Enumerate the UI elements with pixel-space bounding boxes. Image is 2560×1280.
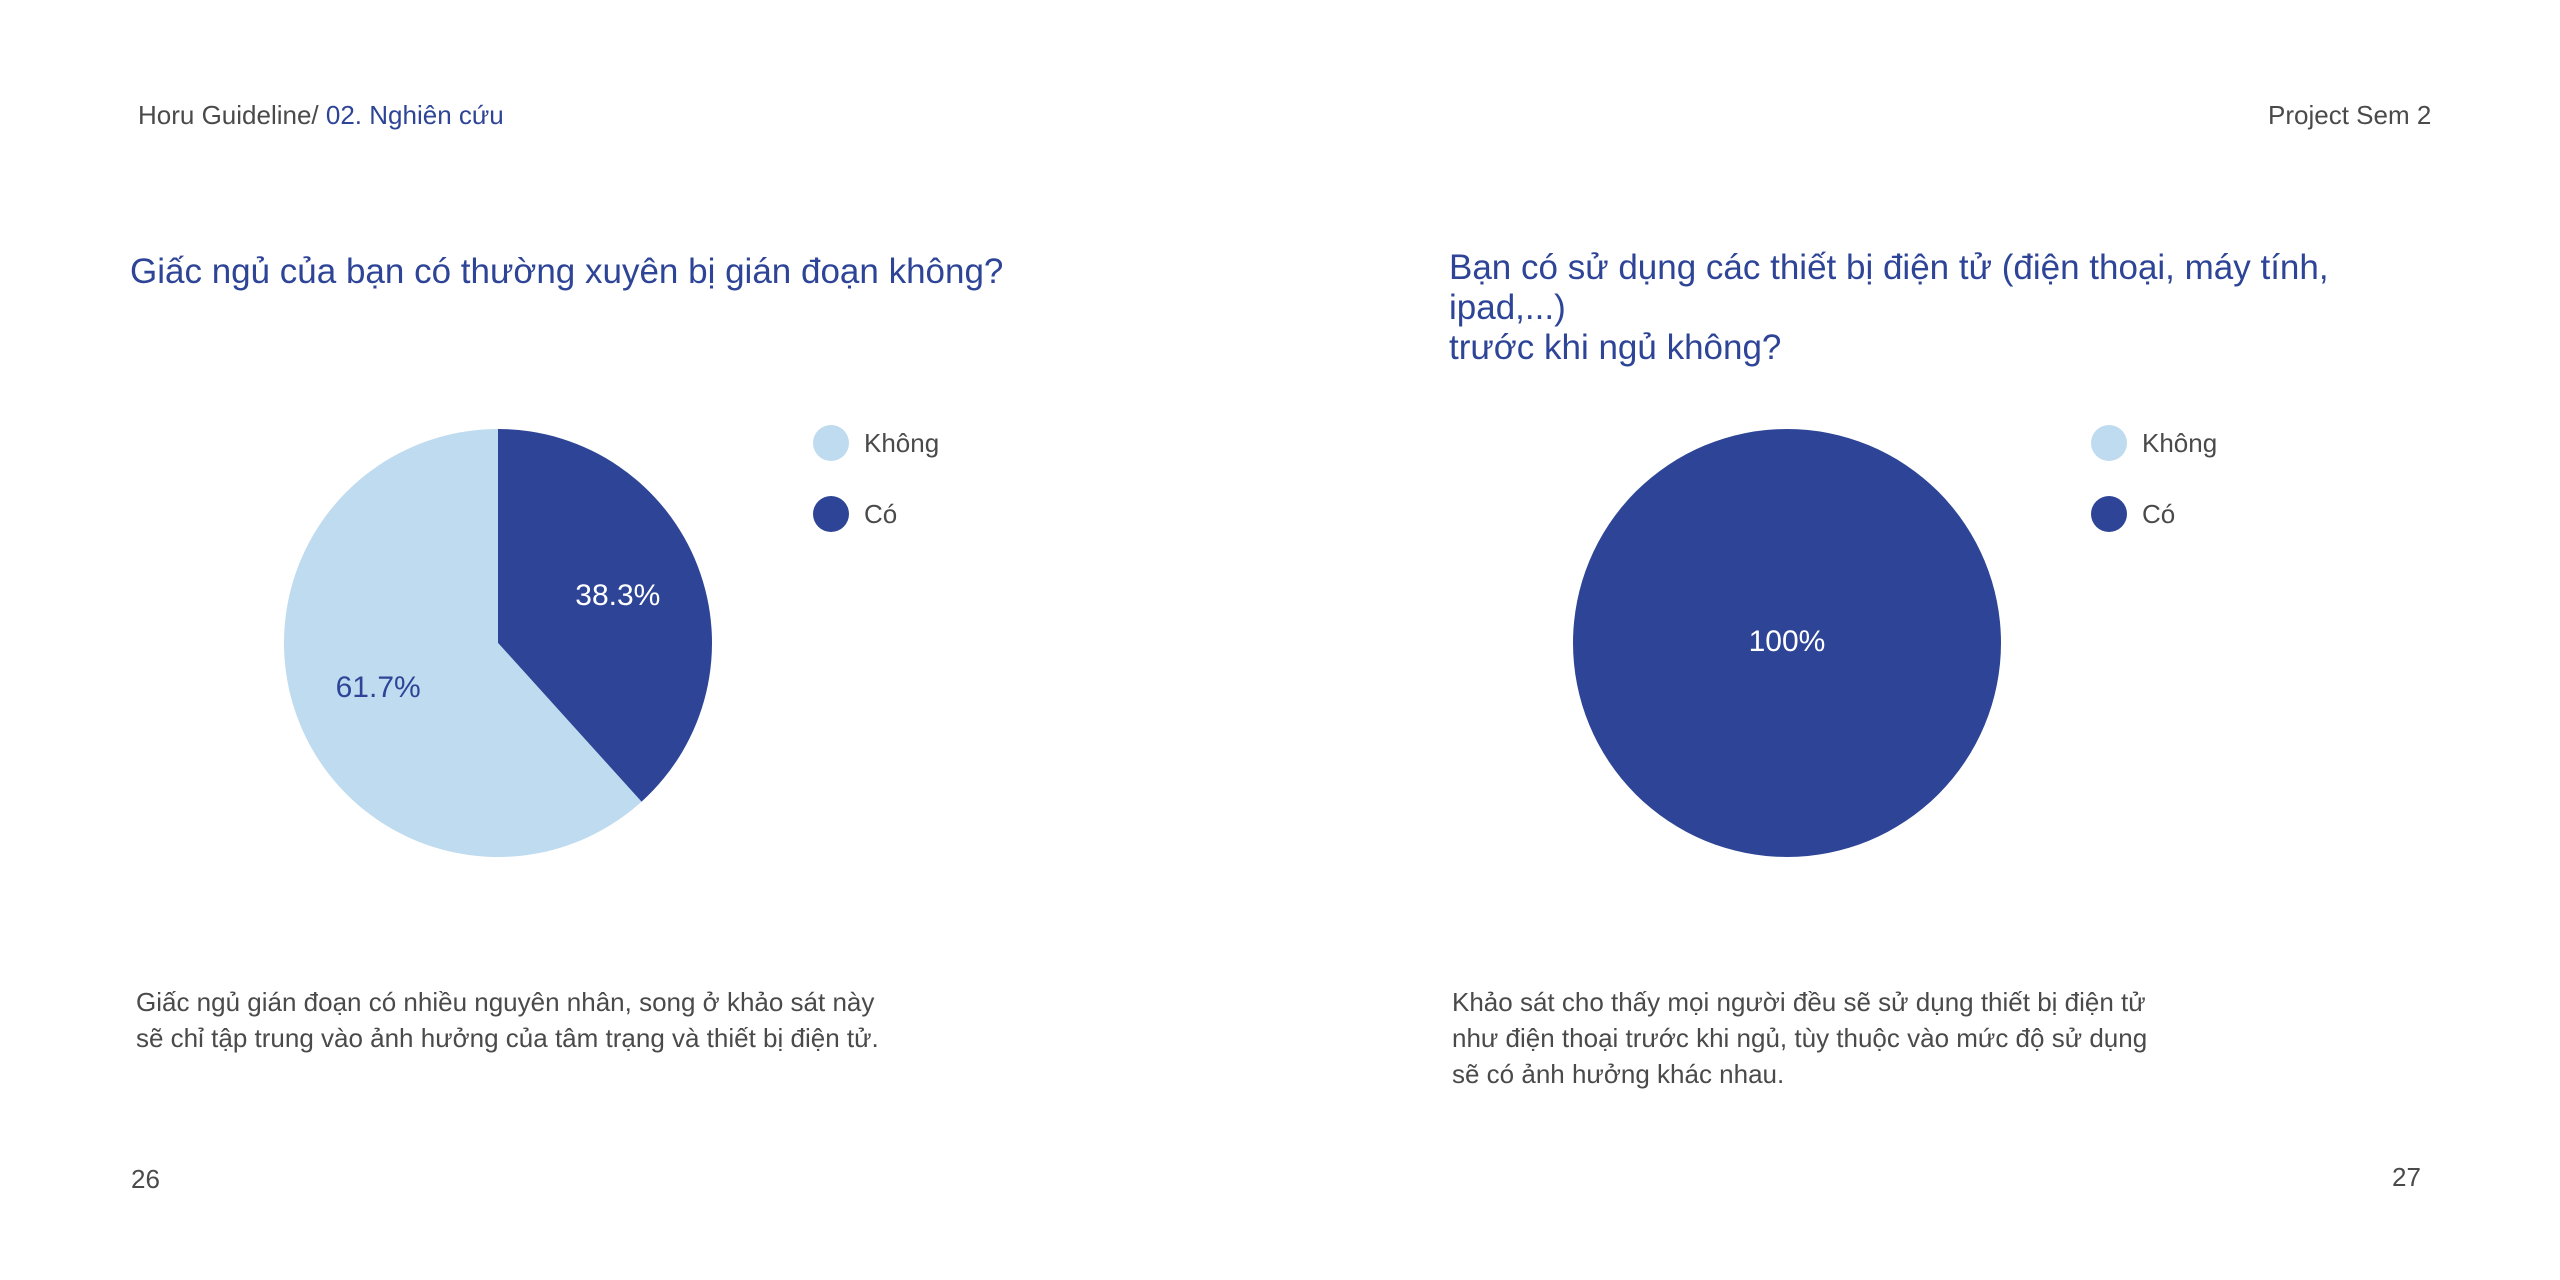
right-question-title: Bạn có sử dụng các thiết bị điện tử (điệ… (1449, 248, 2449, 368)
left-question-title: Giấc ngủ của bạn có thường xuyên bị gián… (130, 252, 1004, 291)
legend-swatch-khong (2091, 425, 2127, 461)
legend-item-co: Có (2091, 496, 2175, 532)
project-name: Project Sem 2 (2268, 100, 2432, 130)
breadcrumb: Horu Guideline/ 02. Nghiên cứu (138, 100, 504, 131)
left-chart-legend: Không Có (813, 425, 1073, 535)
pie-data-label-co: 100% (1749, 625, 1826, 658)
pie-slice-khong (283, 429, 642, 857)
page-number-left: 26 (131, 1164, 160, 1194)
left-description-line: Giấc ngủ gián đoạn có nhiều nguyên nhân,… (136, 987, 875, 1017)
right-description-line: như điện thoại trước khi ngủ, tùy thuộc … (1452, 1023, 2148, 1053)
pie-slice-co (498, 429, 712, 802)
legend-swatch-khong (813, 425, 849, 461)
breadcrumb-current: 02. Nghiên cứu (325, 100, 504, 130)
legend-item-khong: Không (2091, 425, 2217, 461)
left-description-line: sẽ chỉ tập trung vào ảnh hưởng của tâm t… (136, 1023, 879, 1053)
right-description: Khảo sát cho thấy mọi người đều sẽ sử dụ… (1452, 984, 2172, 1092)
right-question-line: trước khi ngủ không? (1449, 328, 1782, 367)
right-pie-chart: 100% (1573, 429, 2001, 857)
legend-swatch-co (813, 496, 849, 532)
legend-swatch-co (2091, 496, 2127, 532)
legend-label-co: Có (864, 498, 898, 529)
right-chart-legend: Không Có (2091, 425, 2351, 535)
page-number-right: 27 (2392, 1162, 2421, 1192)
legend-item-khong: Không (813, 425, 939, 461)
left-description: Giấc ngủ gián đoạn có nhiều nguyên nhân,… (136, 984, 896, 1056)
legend-label-khong: Không (864, 427, 940, 458)
right-question-line: Bạn có sử dụng các thiết bị điện tử (điệ… (1449, 248, 2329, 327)
legend-item-co: Có (813, 496, 897, 532)
pie-data-label-khong: 61.7% (336, 671, 421, 704)
right-description-line: sẽ có ảnh hưởng khác nhau. (1452, 1059, 1785, 1089)
legend-label-co: Có (2142, 498, 2176, 529)
right-description-line: Khảo sát cho thấy mọi người đều sẽ sử dụ… (1452, 987, 2146, 1017)
pie-slice-co (1573, 429, 2001, 857)
left-pie-chart: 38.3% 61.7% (283, 429, 712, 857)
legend-label-khong: Không (2142, 427, 2218, 458)
pie-data-label-co: 38.3% (575, 579, 660, 612)
breadcrumb-root[interactable]: Horu Guideline/ (138, 100, 326, 130)
